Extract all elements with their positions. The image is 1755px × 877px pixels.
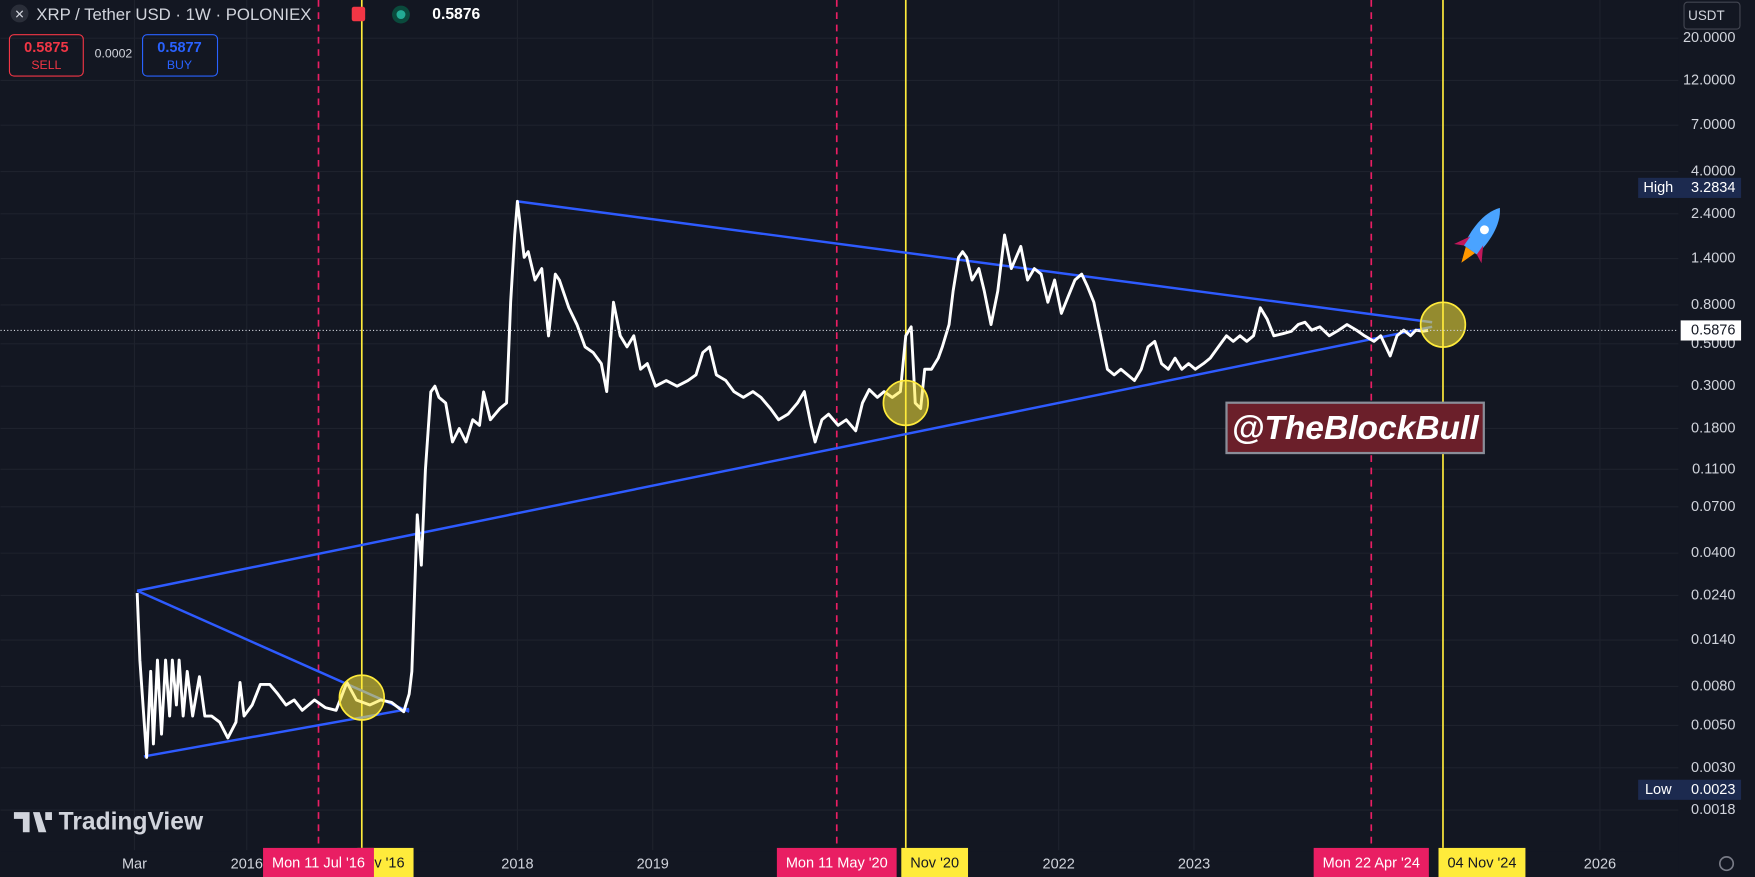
- settings-button[interactable]: [1718, 856, 1735, 872]
- date-tag-text: Mon 22 Apr '24: [1323, 856, 1420, 872]
- y-tick-label: 0.8000: [1691, 297, 1735, 313]
- sell-button[interactable]: 0.5875 SELL: [8, 34, 84, 77]
- date-tag-text: Mon 11 Jul '16: [272, 856, 365, 872]
- date-tag-text: 04 Nov '24: [1447, 856, 1516, 872]
- date-tag: Mon 11 May '20: [776, 847, 897, 877]
- buy-box: [142, 34, 219, 77]
- y-tick-label: 0.0140: [1691, 632, 1735, 648]
- y-tick-label: 0.1100: [1692, 461, 1735, 477]
- date-tag-text: ov '16: [366, 856, 404, 872]
- rocket-window: [1479, 225, 1489, 235]
- y-tick-label: 0.0400: [1691, 545, 1735, 561]
- high-tag-bg: [1638, 177, 1742, 198]
- sell-label: SELL: [31, 58, 61, 72]
- trendline: [517, 200, 1433, 324]
- date-tag-text: Mon 11 May '20: [786, 856, 888, 872]
- live-dot: [396, 10, 406, 20]
- price-axis-bg: [1678, 0, 1755, 877]
- date-tag: 04 Nov '24: [1438, 847, 1526, 877]
- highlight-circle: [338, 674, 386, 721]
- date-tag-bg: [1438, 847, 1526, 877]
- y-tick-label: 0.3000: [1691, 378, 1735, 394]
- spread: 0.0002: [95, 47, 133, 61]
- date-tag: Mon 11 Jul '16: [263, 847, 374, 877]
- y-tick-label: 20.0000: [1683, 30, 1736, 46]
- date-tag: Nov '20: [901, 847, 969, 877]
- price-line: [135, 199, 1429, 759]
- currency-box: [1683, 1, 1741, 30]
- y-tick-label: 12.0000: [1683, 72, 1736, 88]
- rocket-fins: [1454, 236, 1484, 264]
- last-price: 0.5876: [432, 6, 480, 23]
- market-status[interactable]: [351, 6, 366, 22]
- plot: [0, 0, 1679, 848]
- buy-price: 0.5877: [157, 40, 201, 56]
- y-tick-label: 0.0030: [1691, 760, 1735, 776]
- symbol-icon-glyph: ✕: [14, 8, 24, 22]
- y-tick-label: 0.0240: [1691, 587, 1735, 603]
- rocket-flame: [1461, 246, 1475, 263]
- watermark-box: [1225, 401, 1485, 455]
- date-tag-bg: [901, 847, 969, 877]
- low-tag-label: Low: [1645, 782, 1672, 798]
- date-tag-bg: [1313, 847, 1429, 877]
- logo: TradingView: [13, 809, 204, 836]
- y-tick-label: 0.0018: [1691, 802, 1735, 818]
- y-tick-label: 4.0000: [1691, 164, 1735, 180]
- logo-text: TradingView: [59, 809, 204, 836]
- x-tick-label: 2019: [637, 857, 669, 873]
- date-tag-bg: [263, 847, 374, 877]
- x-tick-label: 2023: [1178, 857, 1210, 873]
- x-tick-label: 2026: [1584, 857, 1616, 873]
- x-tick-label: Mar: [122, 857, 147, 873]
- last-price-tag: [1680, 320, 1742, 341]
- date-tag: Mon 22 Apr '24: [1313, 847, 1429, 877]
- y-tick-label: 0.1800: [1691, 420, 1735, 436]
- buy-button[interactable]: 0.5877 BUY: [142, 34, 219, 77]
- highlight-circle: [882, 379, 929, 427]
- currency-label: USDT: [1688, 8, 1724, 23]
- high-tag-label: High: [1643, 180, 1673, 196]
- symbol-icon-bg: [10, 4, 29, 23]
- last-price-tag-text: 0.5876: [1691, 322, 1735, 338]
- trendline: [136, 325, 1433, 592]
- logo-mark: [13, 812, 52, 833]
- rocket: [1454, 207, 1500, 264]
- y-tick-label: 2.4000: [1691, 206, 1735, 222]
- x-tick-label: 2022: [1043, 857, 1075, 873]
- y-tick-label: 0.0080: [1691, 678, 1735, 694]
- buy-label: BUY: [167, 58, 192, 72]
- y-tick-label: 0.0050: [1691, 717, 1735, 733]
- watermark: @TheBlockBull: [1225, 401, 1485, 455]
- y-tick-label: 0.0700: [1691, 499, 1735, 515]
- sell-price: 0.5875: [24, 40, 68, 56]
- currency-button[interactable]: USDT: [1683, 1, 1741, 30]
- chart-title: XRP / Tether USD · 1W · POLONIEX: [36, 5, 311, 24]
- highlight-circle: [1419, 301, 1467, 348]
- x-tick-label: 2018: [501, 857, 533, 873]
- date-tag-text: Nov '20: [910, 856, 959, 872]
- sell-box: [8, 34, 84, 77]
- y-tick-label: 1.4000: [1691, 251, 1735, 267]
- overlay: ✕ XRP / Tether USD · 1W · POLONIEX 0.587…: [8, 1, 1741, 872]
- grid: [0, 0, 1679, 851]
- date-tag-bg: [776, 847, 897, 877]
- y-tick-label: 7.0000: [1691, 117, 1735, 133]
- low-tag-value: 0.0023: [1691, 782, 1735, 798]
- x-tick-label: 2016: [231, 857, 263, 873]
- symbol-icon[interactable]: ✕: [10, 4, 29, 23]
- watermark-text: @TheBlockBull: [1232, 410, 1480, 447]
- low-tag-bg: [1638, 779, 1742, 800]
- high-tag-value: 3.2834: [1691, 180, 1735, 196]
